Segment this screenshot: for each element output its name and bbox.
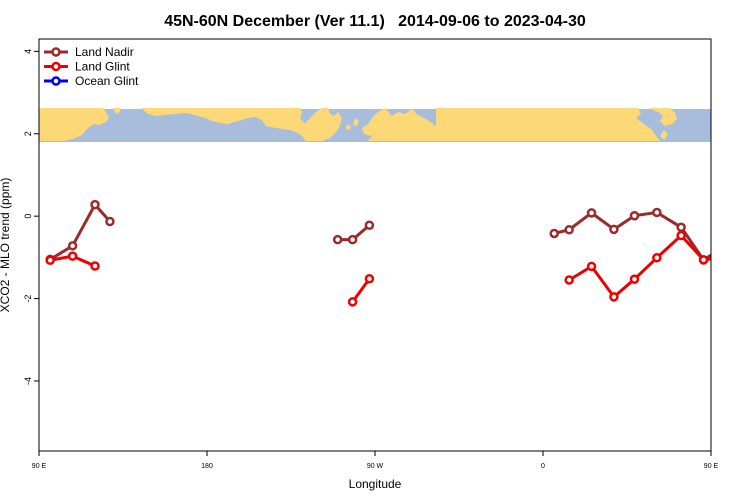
data-point (364, 274, 375, 284)
data-point (652, 253, 662, 263)
data-point (722, 242, 729, 249)
data-point (609, 292, 619, 302)
data-point (609, 224, 619, 235)
data-point (90, 199, 100, 210)
data-point (347, 297, 358, 307)
y-tick-label: 4 (23, 49, 33, 54)
data-point (743, 263, 750, 270)
series-line (553, 210, 711, 262)
x-tick-label: 90 E (32, 463, 47, 470)
data-point (745, 201, 750, 208)
y-tick-label: 0 (23, 214, 33, 219)
x-axis-label: Longitude (349, 477, 402, 491)
series-line (351, 277, 371, 303)
data-point (364, 220, 375, 230)
plot-frame (38, 38, 712, 452)
data-point (564, 225, 574, 235)
legend-item: Land Nadir (44, 45, 134, 59)
x-tick-label: 90 W (367, 463, 384, 470)
data-point (67, 251, 78, 261)
data-point (676, 230, 686, 241)
data-point (105, 216, 115, 227)
data-point (629, 274, 640, 284)
data-point (332, 234, 343, 245)
legend-marker (51, 47, 61, 57)
data-point (549, 228, 559, 239)
data-point (586, 208, 597, 218)
legend-label: Land Glint (75, 60, 130, 74)
data-point (722, 253, 729, 260)
data-point (347, 234, 358, 245)
data-point (564, 275, 574, 285)
data-point (90, 261, 100, 271)
legend-label: Land Nadir (75, 45, 134, 59)
legend-label: Ocean Glint (75, 74, 139, 88)
data-point (586, 261, 597, 272)
map-land (39, 108, 677, 141)
legend-item: Land Glint (44, 60, 130, 74)
legend-marker (51, 61, 61, 72)
x-tick-label: 0 (541, 463, 545, 470)
x-tick-label: 180 (201, 463, 213, 470)
chart-title: 45N-60N December (Ver 11.1) 2014-09-06 t… (164, 13, 586, 30)
y-tick-label: 2 (23, 131, 33, 136)
data-point (652, 207, 662, 218)
world-map-strip (39, 108, 711, 142)
series-line (49, 203, 112, 261)
y-axis-label: XCO2 - MLO trend (ppm) (0, 178, 12, 313)
y-tick-label: -2 (23, 295, 33, 303)
series-land-glint (45, 230, 750, 307)
data-point (676, 222, 686, 233)
data-point (45, 255, 55, 265)
series-land-nadir (45, 199, 750, 265)
data-point (629, 210, 640, 221)
data-point (698, 255, 709, 265)
data-point (67, 241, 78, 251)
y-tick-label: -4 (23, 377, 33, 385)
legend-marker (51, 76, 61, 86)
x-tick-label: 90 E (704, 463, 719, 470)
legend-item: Ocean Glint (44, 74, 139, 88)
